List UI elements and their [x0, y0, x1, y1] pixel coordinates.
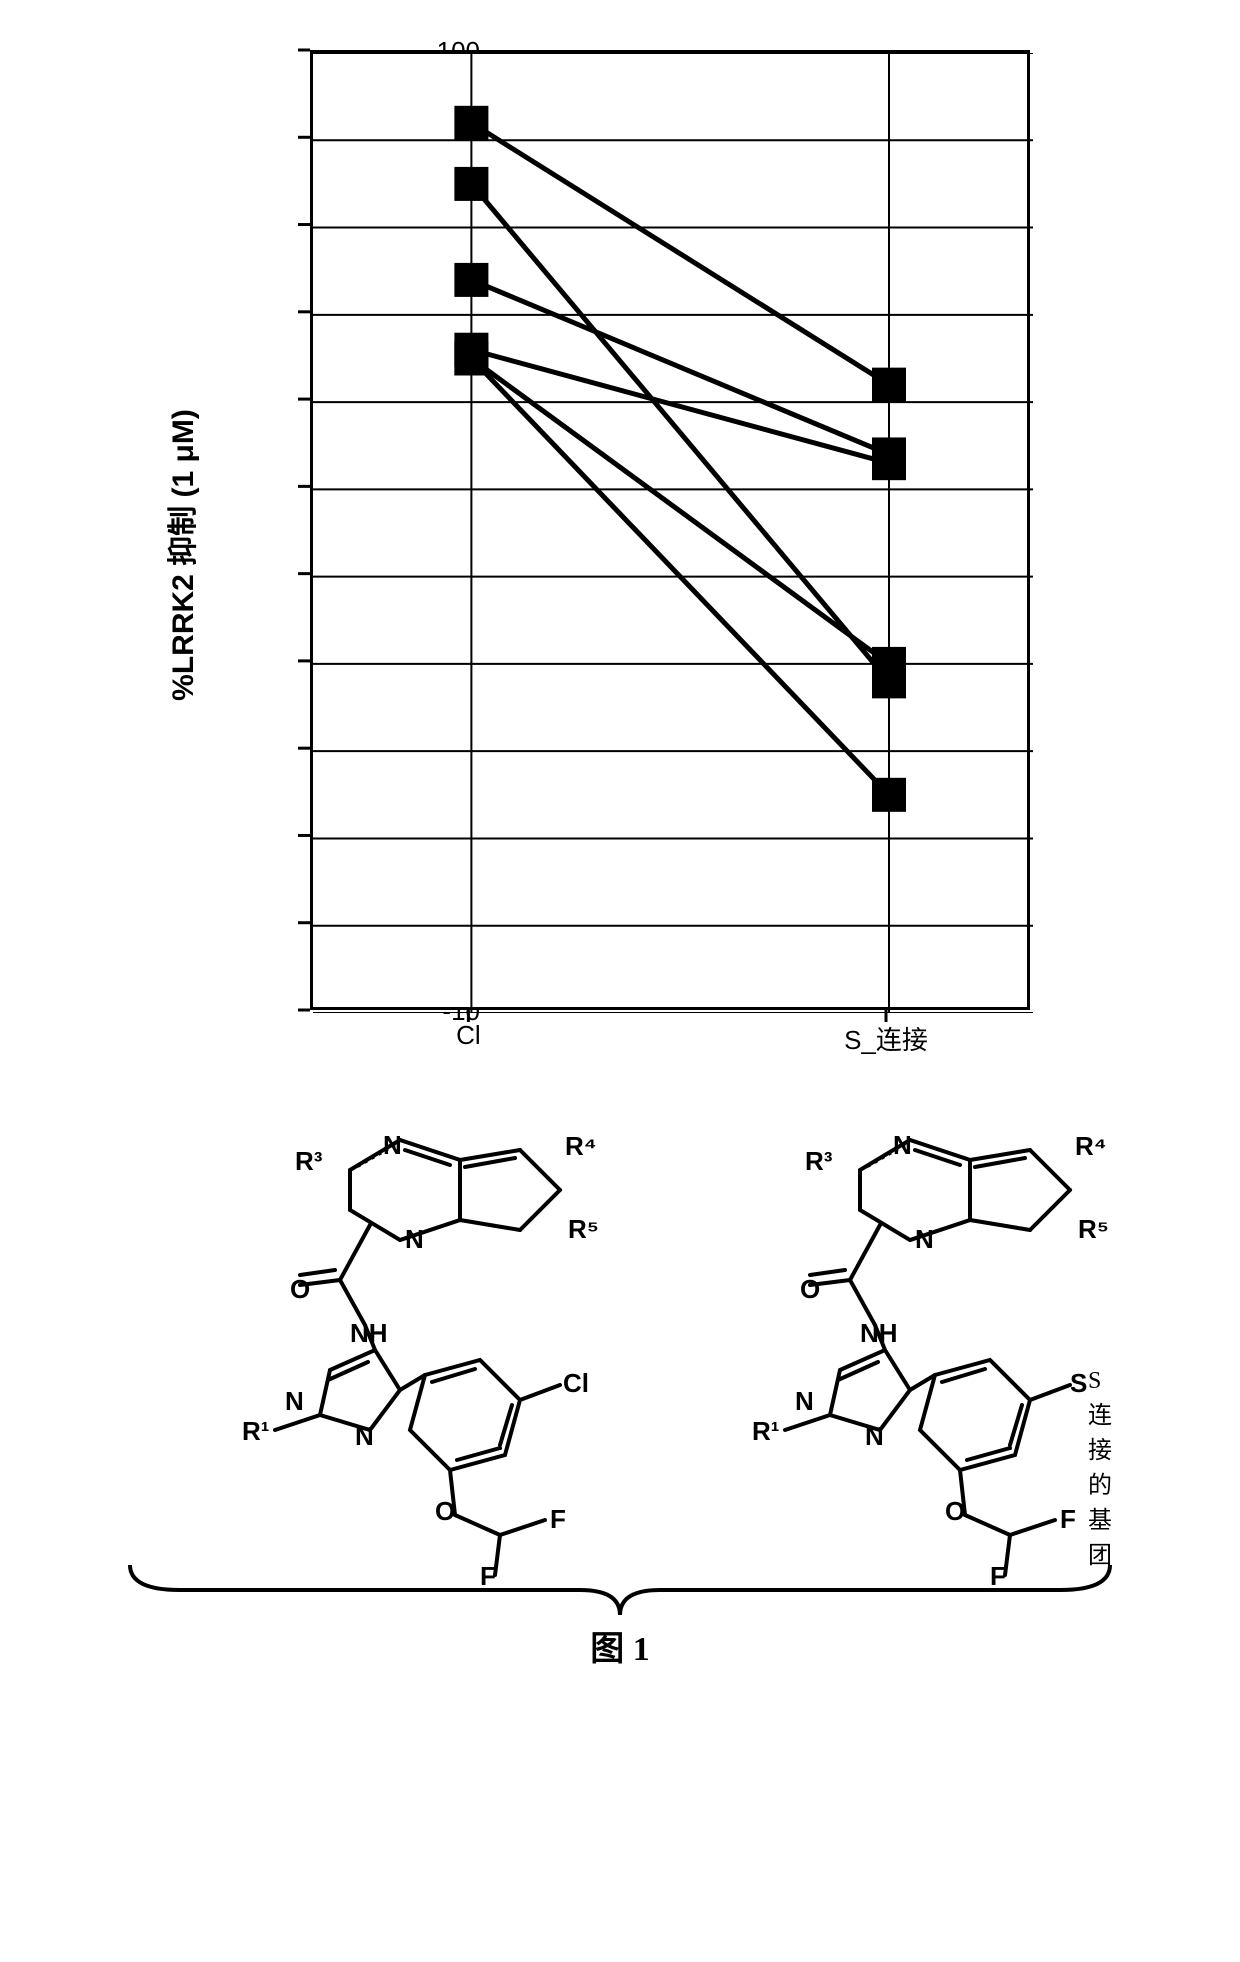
svg-text:NH: NH — [350, 1318, 388, 1348]
y-axis-label: %LRRK2 抑制 (1 μM) — [158, 409, 202, 701]
svg-text:O: O — [435, 1496, 455, 1526]
figure-1: %LRRK2 抑制 (1 μM) 100 90 80 70 60 50 40 3… — [60, 30, 1180, 1670]
svg-text:O: O — [800, 1274, 820, 1304]
svg-text:Cl: Cl — [563, 1368, 589, 1398]
figure-caption: 图 1 — [590, 1621, 650, 1670]
svg-text:F: F — [1060, 1504, 1076, 1534]
svg-text:N: N — [915, 1224, 934, 1254]
xtick-label: S_连接 — [844, 1020, 928, 1057]
s-linked-text: S 连接的基团 — [1088, 1368, 1130, 1570]
svg-text:R³: R³ — [295, 1146, 323, 1176]
svg-text:R⁴: R⁴ — [565, 1131, 597, 1161]
gridlines — [313, 53, 1033, 1013]
svg-text:S: S — [1070, 1368, 1087, 1398]
svg-text:N: N — [355, 1421, 374, 1451]
svg-text:N: N — [405, 1224, 424, 1254]
structures-panel: R³ R⁴ R⁵ O NH N N R¹ N N Cl O F F — [60, 1110, 1180, 1670]
series — [454, 106, 906, 812]
svg-text:R⁵: R⁵ — [568, 1214, 599, 1244]
svg-text:N: N — [285, 1386, 304, 1416]
chart-area: %LRRK2 抑制 (1 μM) 100 90 80 70 60 50 40 3… — [190, 30, 1090, 1080]
svg-text:R¹: R¹ — [752, 1416, 779, 1446]
svg-text:R³: R³ — [805, 1146, 833, 1176]
plot — [310, 50, 1030, 1010]
molecule-cl: R³ R⁴ R⁵ O NH N N R¹ N N Cl O F F — [200, 1110, 620, 1590]
svg-text:O: O — [290, 1274, 310, 1304]
svg-text:O: O — [945, 1496, 965, 1526]
svg-text:N: N — [865, 1421, 884, 1451]
molecule-s-linked: R³ R⁴ R⁵ O NH N N R¹ N N S O F F — [710, 1110, 1130, 1590]
svg-text:F: F — [550, 1504, 566, 1534]
curly-brace — [120, 1560, 1120, 1620]
svg-text:N: N — [795, 1386, 814, 1416]
svg-text:NH: NH — [860, 1318, 898, 1348]
svg-text:R¹: R¹ — [242, 1416, 269, 1446]
svg-text:R⁴: R⁴ — [1075, 1131, 1107, 1161]
xtick-label: Cl — [456, 1020, 481, 1051]
svg-text:R⁵: R⁵ — [1078, 1214, 1109, 1244]
molecule-cl-svg: R³ R⁴ R⁵ O NH N N R¹ N N Cl O F F — [200, 1110, 620, 1590]
plot-svg — [313, 53, 1033, 1013]
